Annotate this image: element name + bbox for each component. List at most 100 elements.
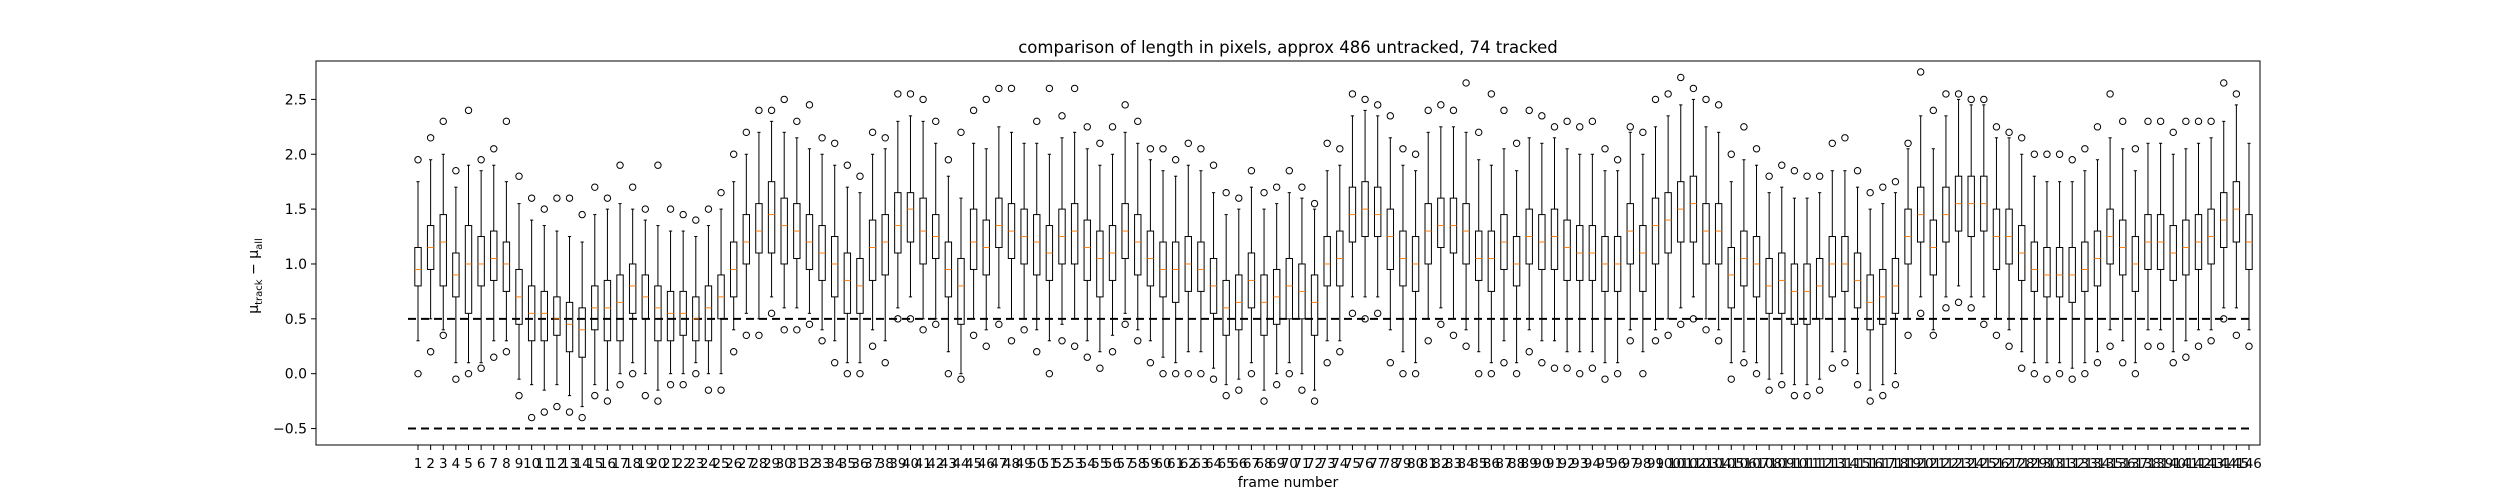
outlier-point [1904, 139, 1912, 147]
box-iqr [1197, 241, 1205, 292]
outlier-point [1045, 84, 1054, 93]
outlier-point [805, 101, 814, 109]
outlier-point [1576, 369, 1584, 378]
outlier-point [1803, 391, 1811, 400]
y-tick-label: 2.5 [285, 92, 307, 108]
outlier-point [1323, 139, 1331, 147]
box-iqr [1310, 274, 1319, 336]
x-tick-label: 21 [662, 456, 679, 472]
outlier-point [793, 326, 801, 334]
outlier-point [780, 326, 788, 334]
x-tick-label: 16 [599, 456, 616, 472]
box-iqr [1752, 236, 1761, 298]
box-iqr [1260, 274, 1268, 336]
outlier-point [1853, 380, 1862, 389]
box-iqr [1323, 236, 1331, 287]
outlier-point [1462, 79, 1470, 87]
x-tick-label: 128 [2009, 456, 2035, 472]
x-tick-label: 3 [439, 456, 448, 472]
x-tick-label: 81 [1420, 456, 1437, 472]
box-iqr [1550, 208, 1559, 270]
plot-frame [315, 60, 2261, 446]
y-tick-label: −0.5 [273, 422, 307, 438]
outlier-point [1790, 391, 1799, 400]
outlier-point [502, 348, 511, 356]
outlier-point [1007, 84, 1016, 93]
outlier-point [742, 331, 751, 339]
outlier-point [1550, 364, 1559, 372]
x-tick-label: 39 [889, 456, 906, 472]
outlier-point [1411, 369, 1420, 378]
x-tick-label: 140 [2160, 456, 2186, 472]
x-tick-label: 114 [1832, 456, 1858, 472]
x-tick-label: 122 [1933, 456, 1959, 472]
box-iqr [1386, 208, 1395, 270]
outlier-point [426, 348, 435, 356]
outlier-point [2119, 117, 2127, 126]
outlier-point [982, 342, 990, 350]
outlier-point [1475, 369, 1483, 378]
outlier-point [1512, 369, 1521, 378]
outlier-point [527, 413, 536, 422]
outlier-point [1664, 331, 1672, 339]
outlier-point [1373, 309, 1382, 318]
outlier-point [1866, 188, 1874, 197]
outlier-point [1677, 320, 1685, 329]
outlier-point [2207, 337, 2215, 345]
x-tick-label: 130 [2034, 456, 2060, 472]
plot-area: −0.50.00.51.01.52.02.51 2 3 4 5 6 7 8 9 101112131… [273, 68, 2262, 472]
box-iqr [1070, 203, 1079, 265]
outlier-point [1487, 369, 1496, 378]
x-tick-label: 133 [2072, 456, 2098, 472]
x-tick-label: 102 [1680, 456, 1706, 472]
outlier-point [641, 205, 649, 213]
outlier-point [1702, 95, 1710, 104]
outlier-point [831, 139, 839, 147]
outlier-point [1348, 309, 1357, 318]
box-iqr [1639, 225, 1647, 292]
outlier-point [553, 194, 561, 202]
outlier-point [1853, 167, 1862, 175]
box-iqr [1714, 203, 1723, 265]
x-tick-label: 111 [1794, 456, 1820, 472]
box-iqr [628, 263, 637, 314]
box-iqr [742, 214, 751, 265]
outlier-point [2068, 375, 2076, 383]
outlier-point [982, 95, 990, 104]
outlier-point [2220, 315, 2228, 323]
outlier-point [1929, 331, 1938, 339]
box-iqr [2232, 181, 2241, 243]
x-tick-label: 78 [1382, 456, 1399, 472]
outlier-point [1992, 331, 2001, 339]
x-tick-label: 10 [523, 456, 540, 472]
outlier-point [1538, 359, 1546, 367]
x-tick-label: 8 [502, 456, 511, 472]
x-tick-label: 20 [649, 456, 666, 472]
outlier-point [906, 90, 915, 98]
outlier-point [1272, 380, 1281, 389]
outlier-point [1613, 369, 1622, 378]
outlier-point [1929, 106, 1938, 115]
outlier-point [1399, 145, 1407, 153]
outlier-point [1386, 112, 1395, 120]
outlier-point [490, 145, 498, 153]
outlier-point [1815, 172, 1824, 180]
outlier-point [2207, 117, 2215, 126]
outlier-point [1070, 342, 1079, 350]
outlier-point [1159, 145, 1167, 153]
outlier-point [1108, 123, 1117, 131]
outlier-point [1778, 380, 1786, 389]
x-tick-label: 28 [750, 456, 767, 472]
outlier-point [2182, 353, 2190, 361]
outlier-point [1171, 156, 1180, 164]
outlier-point [1512, 139, 1521, 147]
outlier-point [641, 391, 649, 400]
outlier-point [1462, 342, 1470, 350]
x-tick-label: 135 [2097, 456, 2123, 472]
outlier-point [1803, 172, 1811, 180]
outlier-point [957, 375, 965, 383]
outlier-point [1601, 145, 1609, 153]
box-iqr [439, 214, 447, 287]
box-iqr [1512, 236, 1521, 287]
box-iqr [616, 274, 624, 342]
